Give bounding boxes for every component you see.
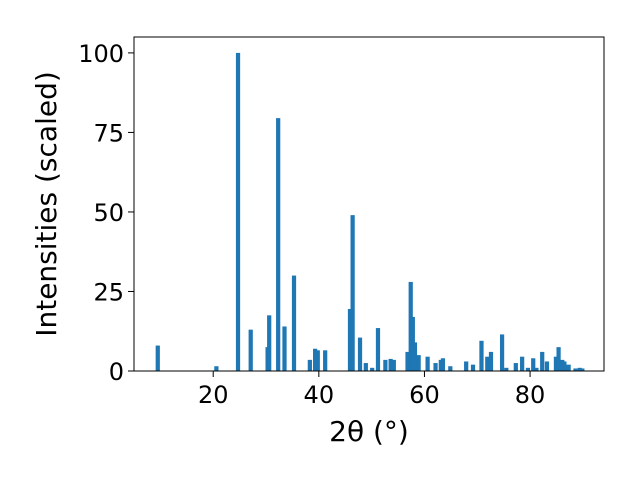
bar bbox=[357, 337, 363, 371]
bar bbox=[499, 334, 505, 371]
bar bbox=[315, 350, 320, 371]
bar bbox=[425, 356, 430, 371]
bar bbox=[363, 363, 368, 371]
bar bbox=[350, 215, 355, 371]
bar bbox=[544, 361, 550, 371]
plot-frame bbox=[133, 36, 605, 372]
bar bbox=[540, 351, 545, 371]
bar bbox=[267, 315, 272, 371]
y-tick-label: 75 bbox=[93, 119, 124, 147]
bar bbox=[291, 275, 297, 371]
x-tick-label: 40 bbox=[304, 381, 335, 409]
x-axis-label: 2θ (°) bbox=[329, 415, 409, 448]
bar bbox=[534, 367, 539, 371]
bar bbox=[323, 350, 328, 371]
x-tick-group: 20 40 60 80 bbox=[198, 371, 545, 409]
bar bbox=[525, 367, 531, 371]
bar bbox=[370, 367, 375, 371]
bar bbox=[513, 363, 518, 371]
y-tick-label: 25 bbox=[93, 278, 124, 306]
bar bbox=[391, 359, 396, 371]
bar bbox=[416, 355, 421, 371]
bar bbox=[412, 342, 418, 371]
bar bbox=[383, 359, 388, 371]
bar bbox=[282, 326, 287, 371]
bar bbox=[504, 367, 509, 371]
bar bbox=[214, 366, 219, 371]
bar bbox=[470, 364, 476, 371]
x-tick-label: 80 bbox=[515, 381, 546, 409]
bar bbox=[485, 356, 490, 371]
bar bbox=[408, 281, 413, 371]
y-tick-group: 0 25 50 75 100 bbox=[78, 40, 134, 386]
bar bbox=[347, 308, 353, 371]
bar bbox=[433, 363, 438, 371]
bar bbox=[375, 328, 381, 371]
bar bbox=[307, 359, 312, 371]
bar bbox=[388, 358, 393, 371]
bar bbox=[560, 359, 565, 371]
bar bbox=[562, 361, 567, 371]
y-tick-label: 100 bbox=[78, 40, 124, 68]
bar bbox=[488, 351, 494, 371]
bar bbox=[235, 52, 241, 372]
bar bbox=[520, 356, 525, 371]
bar bbox=[248, 329, 253, 371]
bar bbox=[479, 340, 484, 371]
bar bbox=[580, 368, 585, 371]
x-tick-label: 60 bbox=[409, 381, 440, 409]
bar bbox=[405, 351, 410, 371]
y-axis-label: Intensities (scaled) bbox=[30, 71, 63, 337]
y-tick-label: 0 bbox=[109, 358, 124, 386]
x-tick-label: 20 bbox=[198, 381, 229, 409]
bar bbox=[531, 358, 536, 371]
bar bbox=[155, 345, 160, 371]
bar bbox=[566, 364, 571, 371]
bar bbox=[313, 348, 318, 371]
bar bbox=[556, 347, 561, 371]
bar-group bbox=[155, 52, 585, 372]
bar bbox=[464, 361, 469, 371]
bar bbox=[573, 368, 578, 371]
y-tick-label: 50 bbox=[93, 199, 124, 227]
bar bbox=[440, 358, 446, 371]
bar bbox=[553, 356, 559, 371]
bar bbox=[448, 366, 453, 371]
bar bbox=[577, 367, 582, 371]
bar bbox=[276, 118, 281, 371]
